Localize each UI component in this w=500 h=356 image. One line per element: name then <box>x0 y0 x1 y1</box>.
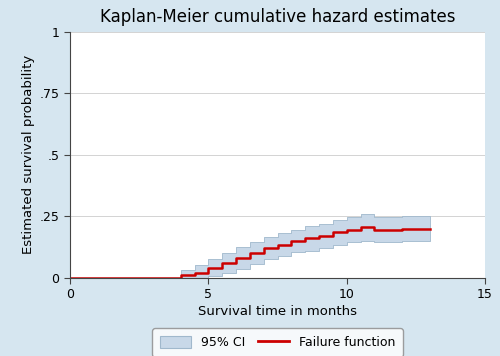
Title: Kaplan-Meier cumulative hazard estimates: Kaplan-Meier cumulative hazard estimates <box>100 8 455 26</box>
Y-axis label: Estimated survival probability: Estimated survival probability <box>22 55 36 255</box>
X-axis label: Survival time in months: Survival time in months <box>198 305 357 318</box>
Legend: 95% CI, Failure function: 95% CI, Failure function <box>152 328 403 356</box>
